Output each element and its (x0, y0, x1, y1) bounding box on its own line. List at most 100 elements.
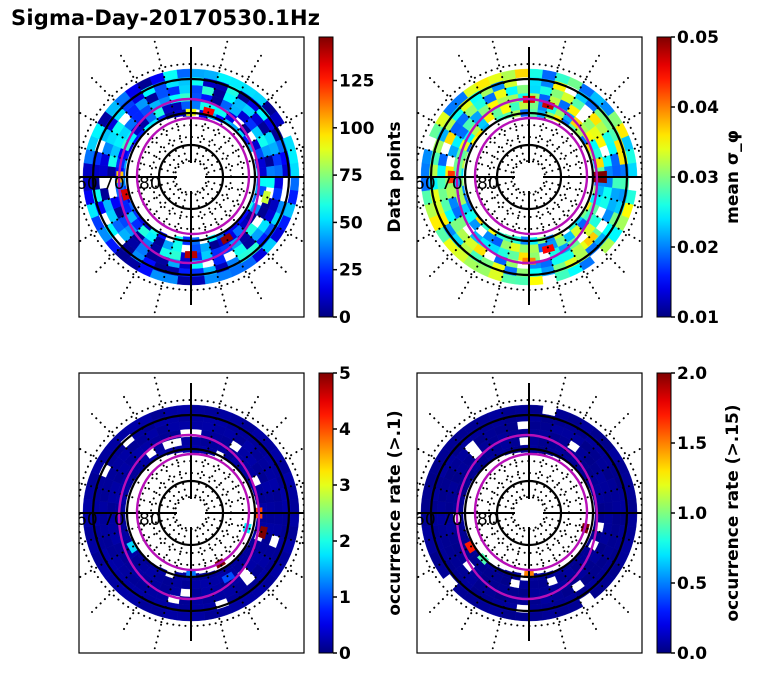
grid-radial-dotted (79, 145, 175, 174)
heatmap-cell-highlight (258, 525, 268, 540)
heatmap-cell-highlight (464, 540, 476, 554)
heatmap-cell (274, 512, 284, 526)
grid-radial-dotted (417, 180, 513, 209)
grid-radial-dotted (194, 40, 229, 161)
colorbar-gradient (318, 372, 334, 654)
heatmap-cell (176, 611, 192, 622)
grid-radial-dotted (540, 77, 629, 166)
grid-radial-dotted (205, 446, 304, 505)
colorbar-gradient (656, 372, 672, 654)
colorbar-tick-label: 125 (339, 72, 375, 92)
colorbar: 0.01 0.02 0.03 0.04 0.05 mean σ_φ (656, 28, 743, 328)
axis-cross (79, 47, 304, 305)
grid-radial-dotted (120, 191, 183, 300)
grid-radial-dotted (458, 390, 521, 499)
heatmap-cell (627, 162, 638, 178)
grid-radial-dotted (205, 521, 304, 580)
heatmap-cell-highlight (126, 540, 138, 554)
grid-radial-dotted (79, 180, 175, 209)
heatmap-cell (514, 68, 530, 79)
heatmap-cell (178, 84, 192, 94)
grid-radial-dotted (417, 516, 513, 545)
heatmap-cell (627, 512, 638, 528)
grid-radial-dotted (199, 527, 262, 636)
grid-radial-dotted (540, 413, 629, 502)
heatmap-cell (514, 275, 530, 286)
colorbar-tick-label: 50 (339, 213, 363, 233)
heatmap-cell (289, 498, 300, 514)
subplot-1: 60 70 80 0 25 50 75 100 125 Data points (78, 36, 405, 328)
colorbar-tick-label: 1 (339, 588, 351, 608)
grid-radial-dotted (202, 524, 291, 613)
colorbar-tick-label: 0 (339, 644, 351, 664)
grid-radial-dotted (417, 185, 515, 243)
oval-equatorward (117, 433, 261, 601)
colorbar-tick-label: 4 (339, 420, 351, 440)
latitude-label-80: 80 (139, 510, 161, 530)
colorbar-gradient (656, 36, 672, 318)
latitude-label-60: 60 (76, 510, 98, 530)
heatmap-cell (190, 84, 204, 94)
grid-radial-dotted (417, 111, 515, 169)
heatmap-cell (528, 611, 544, 622)
latitude-label-60: 60 (414, 174, 436, 194)
grid-radial-dotted (207, 145, 304, 174)
colorbar-tick-label: 0.05 (677, 28, 719, 48)
grid-circle-dotted (512, 160, 546, 194)
heatmap-cell (190, 436, 202, 446)
heatmap-cell-highlight (220, 232, 234, 245)
heatmap-cell (589, 583, 606, 599)
heatmap-cell-highlight (583, 231, 599, 247)
heatmap-cell (514, 611, 530, 622)
grid-radial-dotted (543, 446, 642, 505)
grid-radial-dotted (532, 529, 567, 650)
colorbar-tick-label: 0.02 (677, 238, 719, 258)
grid-radial-dotted (79, 185, 177, 243)
grid-radial-dotted (202, 413, 291, 502)
grid-radial-dotted (207, 481, 304, 510)
subplot-4: 60 70 80 0.0 0.5 1.0 1.5 2.0 occurrence rate (>.… (414, 364, 743, 664)
grid-radial-dotted (537, 390, 600, 499)
heatmap-cell (517, 588, 530, 598)
heatmap-cell (599, 237, 615, 254)
heatmap-cell (190, 100, 202, 110)
heatmap-cell (190, 611, 206, 622)
figure-title: Sigma-Day-20170530.1Hz (11, 6, 321, 30)
grid-radial-dotted (199, 191, 262, 300)
heatmap-cell (274, 500, 284, 514)
heatmap-cell (178, 420, 192, 430)
latitude-label-70: 70 (103, 174, 125, 194)
colorbar-tick-label: 0.03 (677, 168, 719, 188)
heatmap-cell (180, 100, 192, 110)
grid-radial-dotted (537, 191, 600, 300)
colorbar-tick-label: 5 (339, 364, 351, 384)
heatmap-cell (528, 436, 540, 446)
grid-radial-dotted (429, 77, 518, 166)
grid-radial-dotted (202, 77, 291, 166)
grid-radial-dotted (491, 193, 526, 314)
latitude-label-60: 60 (414, 510, 436, 530)
heatmap-cell (190, 68, 206, 79)
colorbar: 0.0 0.5 1.0 1.5 2.0 occurrence rate (>.15) (656, 364, 743, 664)
grid-radial-dotted (543, 521, 642, 580)
grid-radial-dotted (207, 180, 304, 209)
heatmap-cell (274, 176, 284, 190)
grid-radial-dotted (491, 529, 526, 650)
heatmap-cell (528, 588, 541, 598)
oval-equatorward (455, 97, 599, 265)
colorbar-tick-label: 75 (339, 166, 363, 186)
heatmap-cell (287, 189, 299, 206)
axis-cross (79, 383, 304, 641)
heatmap-cell (176, 404, 192, 415)
grid-radial-dotted (79, 516, 175, 545)
heatmap-cell (289, 176, 300, 192)
heatmap-cell-highlight (261, 190, 272, 205)
heatmap-cell-highlight (221, 571, 236, 584)
heatmap-cell (612, 512, 622, 526)
grid-circle-dotted (174, 496, 208, 530)
colorbar-label: occurrence rate (>.1) (385, 410, 405, 615)
grid-radial-dotted (417, 521, 515, 579)
colorbar: 0 25 50 75 100 125 Data points (318, 36, 405, 328)
heatmap-cell (180, 436, 192, 446)
oval-poleward (135, 116, 251, 236)
